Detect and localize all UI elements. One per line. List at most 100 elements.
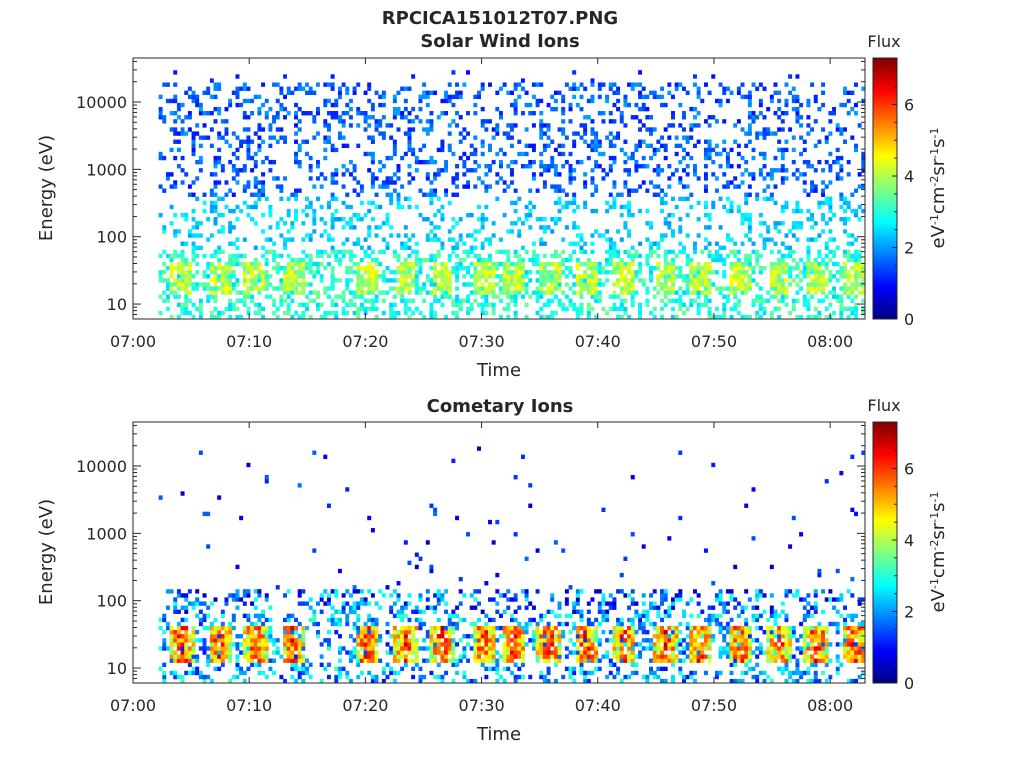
heatmap-cell	[385, 192, 390, 197]
heatmap-cell	[502, 131, 507, 136]
colorbar-swatch	[873, 105, 897, 109]
heatmap-cell	[649, 131, 654, 136]
heatmap-cell	[590, 274, 595, 279]
heatmap-cell	[700, 98, 705, 104]
heatmap-cell	[722, 306, 727, 312]
heatmap-cell	[433, 90, 438, 96]
heatmap-cell	[268, 237, 273, 242]
heatmap-cell	[806, 286, 811, 291]
heatmap-cell	[337, 217, 342, 222]
heatmap-cell	[283, 139, 288, 144]
heatmap-cell	[444, 625, 449, 631]
heatmap-cell	[286, 237, 291, 242]
heatmap-cell	[418, 609, 423, 614]
heatmap-cell	[418, 286, 423, 291]
heatmap-cell	[337, 278, 342, 283]
heatmap-cell	[184, 298, 189, 303]
heatmap-cell	[330, 111, 335, 116]
heatmap-cell	[326, 135, 331, 140]
heatmap-cell	[733, 274, 738, 279]
heatmap-cell	[509, 290, 514, 295]
heatmap-cell	[601, 306, 606, 312]
heatmap-cell	[846, 270, 851, 275]
heatmap-cell	[389, 176, 394, 181]
heatmap-cell	[447, 270, 452, 275]
heatmap-cell	[502, 82, 507, 87]
heatmap-cell	[535, 253, 540, 259]
heatmap-cell	[656, 282, 661, 287]
heatmap-cell	[645, 94, 650, 100]
heatmap-cell	[374, 286, 379, 291]
heatmap-cell	[561, 249, 566, 255]
heatmap-cell	[231, 625, 236, 631]
heatmap-cell	[326, 642, 331, 647]
heatmap-cell	[348, 298, 353, 303]
heatmap-cell	[601, 270, 606, 275]
heatmap-cell	[305, 670, 309, 676]
heatmap-cell	[784, 98, 789, 104]
heatmap-cell	[671, 298, 675, 303]
heatmap-cell	[663, 257, 668, 263]
heatmap-cell	[411, 298, 416, 303]
heatmap-cell	[294, 282, 298, 287]
heatmap-cell	[411, 151, 416, 157]
heatmap-cell	[509, 625, 514, 631]
heatmap-cell	[290, 654, 295, 659]
heatmap-cell	[381, 164, 386, 169]
heatmap-cell	[568, 106, 573, 112]
heatmap-cell	[813, 278, 818, 283]
heatmap-cell	[341, 143, 346, 149]
heatmap-cell	[502, 212, 507, 218]
heatmap-cell	[649, 127, 654, 132]
heatmap-cell	[173, 111, 178, 116]
heatmap-cell	[747, 221, 752, 226]
heatmap-cell	[334, 111, 339, 116]
heatmap-cell	[297, 261, 302, 267]
heatmap-cell	[209, 78, 214, 83]
heatmap-cell	[466, 233, 471, 238]
heatmap-cell	[316, 306, 320, 312]
heatmap-cell	[158, 495, 163, 500]
heatmap-cell	[791, 98, 796, 104]
heatmap-cell	[605, 278, 610, 283]
heatmap-cell	[209, 314, 214, 320]
heatmap-cell	[502, 646, 507, 651]
heatmap-cell	[242, 642, 247, 647]
heatmap-cell	[484, 188, 489, 193]
heatmap-cell	[477, 650, 481, 655]
heatmap-cell	[762, 151, 767, 157]
heatmap-cell	[455, 176, 460, 181]
heatmap-cell	[176, 261, 181, 267]
heatmap-cell	[370, 217, 375, 222]
heatmap-cell	[187, 310, 192, 316]
heatmap-cell	[334, 217, 339, 222]
heatmap-cell	[444, 670, 449, 676]
heatmap-cell	[370, 302, 375, 308]
heatmap-cell	[213, 597, 218, 602]
heatmap-cell	[176, 629, 181, 635]
heatmap-cell	[191, 139, 196, 144]
heatmap-cell	[345, 168, 350, 173]
heatmap-cell	[286, 294, 291, 299]
heatmap-cell	[462, 298, 467, 303]
heatmap-cell	[403, 286, 408, 291]
heatmap-cell	[407, 274, 412, 279]
heatmap-cell	[499, 654, 503, 659]
heatmap-cell	[275, 650, 280, 655]
heatmap-cell	[191, 654, 196, 659]
heatmap-cell	[740, 290, 745, 295]
heatmap-cell	[433, 286, 438, 291]
heatmap-cell	[682, 184, 686, 189]
heatmap-cell	[283, 176, 288, 181]
heatmap-cell	[433, 188, 438, 193]
heatmap-cell	[725, 184, 730, 189]
heatmap-cell	[363, 625, 368, 631]
heatmap-cell	[356, 310, 361, 316]
heatmap-cell	[228, 241, 233, 246]
heatmap-cell	[663, 274, 668, 279]
heatmap-cell	[425, 274, 430, 279]
heatmap-cell	[286, 212, 291, 218]
heatmap-cell	[583, 172, 588, 177]
heatmap-cell	[520, 282, 525, 287]
heatmap-cell	[612, 306, 617, 312]
